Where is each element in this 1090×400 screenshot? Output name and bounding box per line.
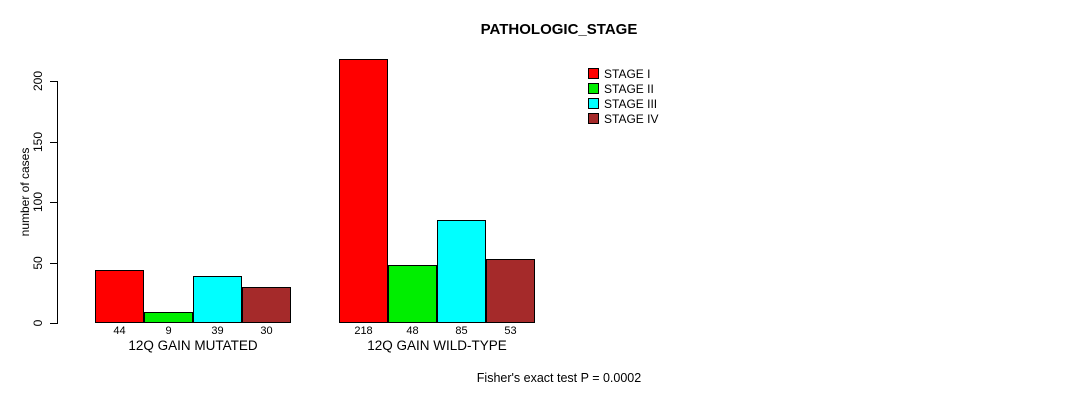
y-tick bbox=[50, 262, 57, 264]
bar-stage-ii-12q-gain-wild-type bbox=[388, 264, 437, 323]
y-tick bbox=[50, 323, 57, 324]
y-tick-label: 100 bbox=[31, 191, 45, 213]
y-tick-label: 50 bbox=[31, 255, 45, 270]
legend-label: STAGE I bbox=[604, 66, 651, 81]
legend-item-stage-iv: STAGE IV bbox=[588, 111, 658, 126]
legend: STAGE I STAGE II STAGE III STAGE IV bbox=[588, 66, 658, 126]
bar-value-label: 39 bbox=[211, 325, 224, 337]
legend-swatch-icon bbox=[588, 113, 599, 124]
y-axis-title: number of cases bbox=[18, 147, 32, 237]
y-tick bbox=[50, 202, 57, 203]
y-tick-label: 150 bbox=[31, 131, 45, 152]
legend-label: STAGE IV bbox=[604, 111, 659, 126]
bar-value-label: 48 bbox=[406, 325, 419, 337]
legend-swatch-icon bbox=[588, 98, 599, 109]
bar-value-label: 44 bbox=[113, 325, 126, 337]
bar-stage-iii-12q-gain-mutated bbox=[193, 275, 242, 323]
group-label-12q-gain-wild-type: 12Q GAIN WILD-TYPE bbox=[367, 338, 507, 353]
bar-value-label: 85 bbox=[455, 325, 468, 337]
legend-swatch-icon bbox=[588, 68, 599, 79]
bar-stage-iv-12q-gain-wild-type bbox=[486, 258, 535, 323]
y-tick-label: 0 bbox=[31, 319, 45, 327]
bar-stage-ii-12q-gain-mutated bbox=[144, 312, 193, 323]
bar-stage-i-12q-gain-mutated bbox=[95, 269, 144, 323]
bar-stage-i-12q-gain-wild-type bbox=[339, 59, 388, 323]
bar-value-label: 218 bbox=[354, 325, 373, 337]
y-tick bbox=[50, 141, 57, 143]
bar-value-label: 9 bbox=[165, 325, 172, 337]
bar-value-label: 53 bbox=[504, 325, 517, 337]
legend-swatch-icon bbox=[588, 83, 599, 94]
stat-annotation: Fisher's exact test P = 0.0002 bbox=[476, 371, 642, 385]
bar-stage-iii-12q-gain-wild-type bbox=[437, 220, 486, 323]
legend-label: STAGE II bbox=[604, 81, 654, 96]
group-label-12q-gain-mutated: 12Q GAIN MUTATED bbox=[128, 338, 258, 353]
y-tick-label: 200 bbox=[31, 70, 45, 92]
bar-stage-iv-12q-gain-mutated bbox=[242, 286, 291, 323]
legend-item-stage-ii: STAGE II bbox=[588, 81, 658, 96]
chart-title: PATHOLOGIC_STAGE bbox=[480, 21, 638, 38]
legend-item-stage-iii: STAGE III bbox=[588, 96, 658, 111]
legend-label: STAGE III bbox=[604, 96, 658, 111]
bar-value-label: 30 bbox=[260, 325, 273, 337]
legend-item-stage-i: STAGE I bbox=[588, 66, 658, 81]
y-tick bbox=[50, 81, 57, 82]
y-axis-line bbox=[57, 81, 58, 324]
